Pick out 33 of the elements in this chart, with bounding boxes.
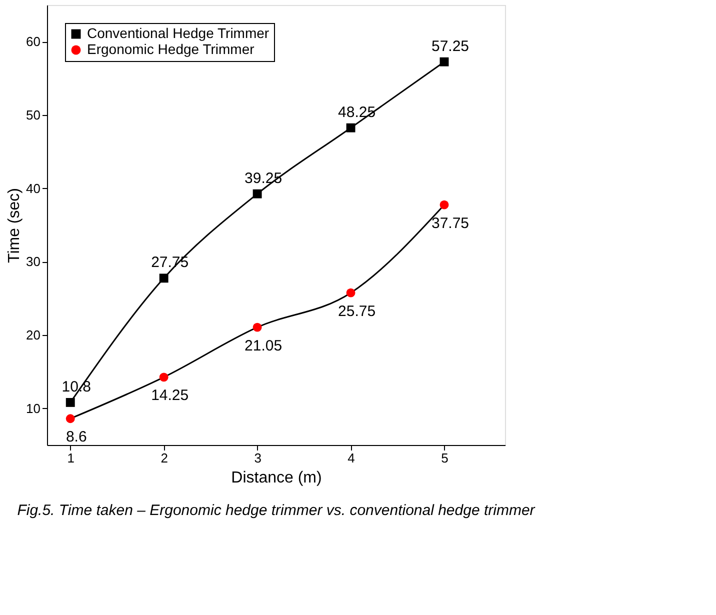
point bbox=[66, 398, 75, 407]
y-tick-label: 60 bbox=[26, 34, 40, 50]
y-axis-title: Time (sec) bbox=[6, 188, 24, 263]
x-tick-label: 3 bbox=[254, 450, 262, 466]
legend-label: Ergonomic Hedge Trimmer bbox=[87, 41, 255, 57]
point bbox=[159, 372, 168, 382]
y-tick-label: 20 bbox=[26, 328, 40, 342]
x-tick-label: 1 bbox=[67, 450, 74, 466]
legend-label: Conventional Hedge Trimmer bbox=[87, 25, 270, 41]
caption: Fig.5. Time taken – Ergonomic hedge trimmer vs. conventional hedge trimmer bbox=[17, 502, 536, 519]
data-label: 48.25 bbox=[338, 104, 376, 121]
y-tick-label: 40 bbox=[26, 180, 40, 196]
point bbox=[440, 57, 449, 66]
point bbox=[346, 123, 356, 132]
data-label: 14.25 bbox=[151, 387, 189, 404]
point bbox=[346, 288, 356, 298]
x-tick-label: 5 bbox=[441, 450, 448, 466]
point bbox=[159, 274, 168, 283]
x-tick-label: 2 bbox=[160, 450, 168, 466]
y-tick-label: 10 bbox=[26, 400, 40, 416]
data-label: 8.6 bbox=[66, 428, 87, 446]
y-tick-label: 30 bbox=[26, 254, 40, 270]
data-label: 57.25 bbox=[431, 38, 470, 55]
data-label: 25.75 bbox=[338, 302, 376, 320]
y-tick-label: 50 bbox=[26, 108, 40, 122]
point bbox=[252, 189, 262, 198]
point bbox=[66, 414, 75, 424]
data-label: 37.75 bbox=[431, 214, 470, 232]
data-label: 21.05 bbox=[244, 337, 282, 354]
x-tick-label: 4 bbox=[348, 450, 355, 466]
x-axis-title: Distance (m) bbox=[231, 470, 322, 486]
point bbox=[252, 322, 262, 332]
point bbox=[440, 200, 449, 210]
